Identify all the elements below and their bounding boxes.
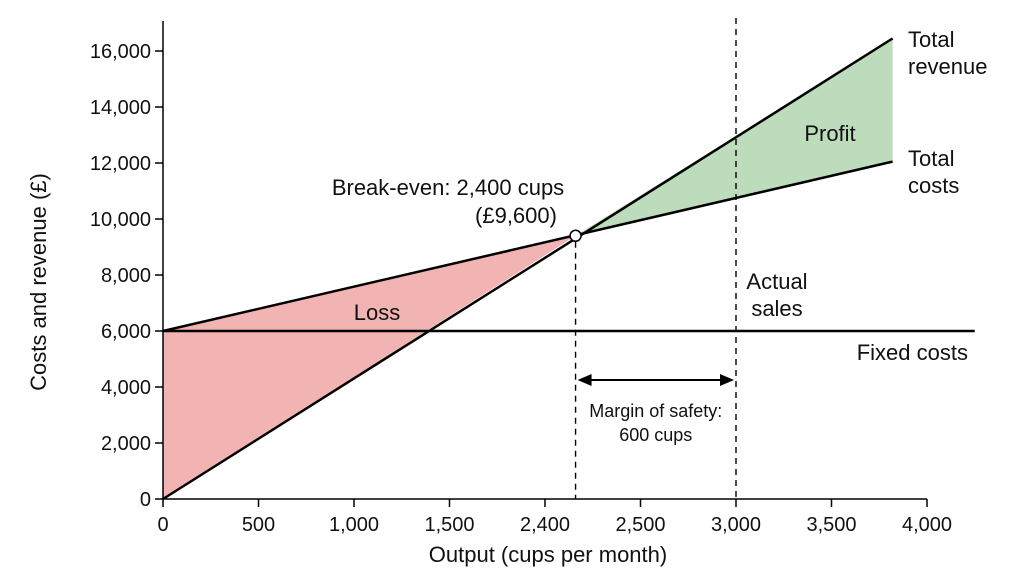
loss-label: Loss [354,300,400,325]
total-revenue-label: revenue [908,54,988,79]
total-costs-label: costs [908,173,959,198]
y-tick-label: 16,000 [90,41,151,63]
fixed-costs-label: Fixed costs [857,340,968,365]
x-tick-label: 2,400 [520,514,570,536]
x-tick-label: 3,000 [711,514,761,536]
break-even-label: Break-even: 2,400 cups [332,175,564,200]
x-tick-label: 4,000 [902,514,952,536]
total-costs-line [162,160,893,333]
actual-sales-label: Actual [746,269,807,294]
profit-region [575,38,893,236]
chart-lines [162,18,975,501]
break-even-point [569,229,582,243]
x-tick-label: 3,500 [806,514,856,536]
x-tick-label: 1,500 [424,514,474,536]
margin-arrowhead-right [720,374,734,386]
actual-sales-label: sales [751,296,802,321]
total-revenue-label: Total [908,27,954,52]
x-axis-title: Output (cups per month) [429,542,667,567]
x-tick-label: 2,500 [615,514,665,536]
total-costs-label: Total [908,146,954,171]
y-axis-title: Costs and revenue (£) [26,173,51,391]
break-even-value-label: (£9,600) [475,203,557,228]
y-tick-label: 12,000 [90,153,151,175]
total-revenue-line [162,37,894,501]
x-tick-label: 0 [157,514,168,536]
margin-of-safety-value-label: 600 cups [619,425,692,445]
y-tick-label: 0 [140,489,151,511]
y-tick-label: 8,000 [101,265,151,287]
margin-of-safety-label: Margin of safety: [589,401,722,421]
x-tick-label: 500 [242,514,275,536]
y-tick-label: 4,000 [101,377,151,399]
axes: 0 500 1,000 1,500 2,400 2,500 3,000 3,500 4,000 0… [90,21,952,536]
margin-arrowhead-left [577,374,592,386]
profit-label: Profit [804,121,855,146]
y-tick-label: 2,000 [101,433,151,455]
y-tick-label: 6,000 [101,321,151,343]
x-tick-label: 1,000 [329,514,379,536]
y-tick-label: 14,000 [90,97,151,119]
y-tick-label: 10,000 [90,209,151,231]
